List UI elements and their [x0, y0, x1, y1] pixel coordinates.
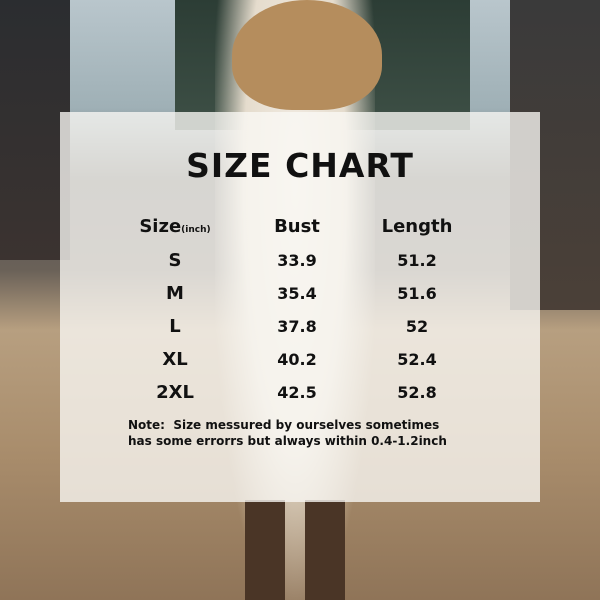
- row-size: 2XL: [156, 382, 194, 403]
- row-length: 52.4: [397, 350, 437, 369]
- row-bust: 33.9: [277, 251, 317, 270]
- row-bust: 40.2: [277, 350, 317, 369]
- note-line-2: has some errorrs but always within 0.4-1…: [128, 434, 447, 448]
- size-chart-panel: [60, 112, 540, 502]
- header-size-unit: (inch): [181, 225, 211, 235]
- row-bust: 35.4: [277, 284, 317, 303]
- header-length: Length: [381, 216, 453, 237]
- row-size: L: [169, 316, 181, 337]
- model-boots: [245, 500, 345, 600]
- row-size: M: [166, 283, 184, 304]
- row-size: XL: [162, 349, 188, 370]
- stage-structure-left: [0, 0, 70, 260]
- note-line-1: Note: Size messured by ourselves sometim…: [128, 418, 440, 432]
- header-size: Size(inch): [105, 216, 245, 237]
- size-chart-title: SIZE CHART: [186, 146, 414, 185]
- row-bust: 37.8: [277, 317, 317, 336]
- header-size-label: Size: [139, 216, 182, 237]
- row-length: 52: [405, 317, 429, 336]
- row-length: 51.2: [397, 251, 437, 270]
- row-size: S: [168, 250, 182, 271]
- model-hair: [232, 0, 382, 110]
- row-length: 51.6: [397, 284, 437, 303]
- row-bust: 42.5: [277, 383, 317, 402]
- row-length: 52.8: [397, 383, 437, 402]
- size-note: Note: Size messured by ourselves sometim…: [128, 417, 447, 449]
- header-bust: Bust: [274, 216, 320, 237]
